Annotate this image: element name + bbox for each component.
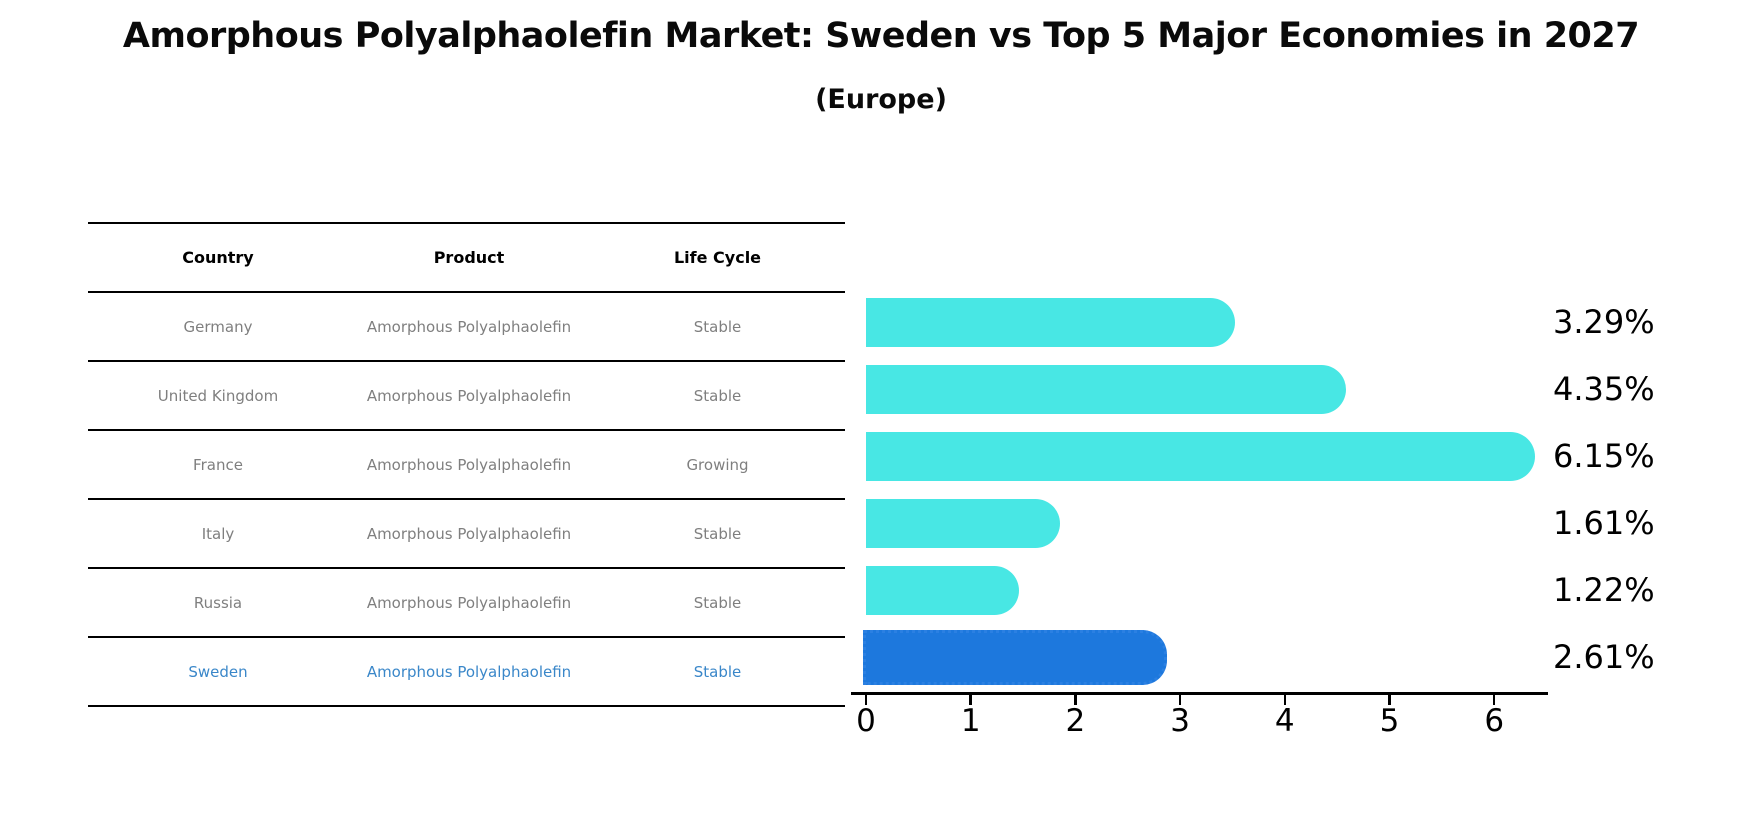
lifecycle-cell: Stable: [693, 593, 742, 612]
country-cell: United Kingdom: [157, 386, 279, 405]
x-axis-tick-label: 0: [856, 703, 876, 739]
product-cell: Amorphous Polyalphaolefin: [366, 455, 572, 474]
x-axis-tick: [1492, 694, 1496, 705]
table-header-row: Country Product Life Cycle: [88, 224, 845, 293]
bar-france: [866, 432, 1535, 481]
product-cell: Amorphous Polyalphaolefin: [366, 386, 572, 405]
product-cell: Amorphous Polyalphaolefin: [366, 593, 572, 612]
table-row-russia: Russia Amorphous Polyalphaolefin Stable: [88, 569, 845, 638]
bar-italy: [866, 499, 1060, 548]
x-axis-tick-label: 2: [1065, 703, 1086, 739]
lifecycle-cell: Stable: [693, 317, 742, 336]
chart-subtitle: (Europe): [815, 84, 947, 115]
table-row-sweden: Sweden Amorphous Polyalphaolefin Stable: [88, 638, 845, 707]
column-header-country: Country: [182, 248, 254, 267]
product-cell: Amorphous Polyalphaolefin: [366, 317, 572, 336]
product-cell: Amorphous Polyalphaolefin: [366, 662, 572, 681]
x-axis-tick-label: 6: [1484, 703, 1505, 739]
x-axis-tick-label: 4: [1274, 703, 1295, 739]
bar-value-label: 1.22%: [1553, 571, 1655, 609]
column-header-product: Product: [433, 248, 505, 267]
column-header-lifecycle: Life Cycle: [673, 248, 762, 267]
x-axis-tick: [1178, 694, 1182, 705]
lifecycle-cell: Stable: [693, 524, 742, 543]
x-axis-tick-label: 3: [1170, 703, 1190, 739]
country-cell: Italy: [201, 524, 235, 543]
country-cell: Russia: [193, 593, 243, 612]
table-row-united-kingdom: United Kingdom Amorphous Polyalphaolefin S…: [88, 362, 845, 431]
country-cell: Germany: [183, 317, 253, 336]
bar-russia: [866, 566, 1019, 615]
x-axis-tick: [1388, 694, 1391, 705]
chart-title: Amorphous Polyalphaolefin Market: Sweden…: [122, 16, 1640, 56]
bar-value-label: 6.15%: [1553, 437, 1655, 475]
lifecycle-cell: Stable: [693, 386, 742, 405]
bar-sweden: [863, 630, 1168, 685]
x-axis-tick: [969, 694, 972, 705]
bar-value-label: 4.35%: [1553, 370, 1655, 408]
country-cell: France: [193, 455, 243, 474]
bar-united-kingdom: [866, 365, 1347, 414]
bar-value-label: 3.29%: [1553, 303, 1655, 341]
x-axis-tick: [864, 694, 868, 705]
table-row-italy: Italy Amorphous Polyalphaolefin Stable: [88, 500, 845, 569]
country-table: Country Product Life Cycle Germany Amorph…: [88, 222, 845, 707]
lifecycle-cell: Stable: [693, 662, 742, 681]
table-body: Germany Amorphous Polyalphaolefin Stable Un…: [88, 293, 845, 707]
x-axis-line: [851, 691, 1548, 695]
bar-value-label: 1.61%: [1553, 504, 1655, 542]
country-cell: Sweden: [188, 662, 248, 681]
lifecycle-cell: Growing: [686, 455, 749, 474]
x-axis-tick: [1074, 694, 1077, 705]
product-cell: Amorphous Polyalphaolefin: [366, 524, 572, 543]
bar-value-label: 2.61%: [1553, 638, 1655, 676]
x-axis-tick: [1283, 694, 1287, 705]
x-axis-tick-label: 1: [960, 703, 981, 739]
x-axis-tick-label: 5: [1379, 703, 1400, 739]
table-row-france: France Amorphous Polyalphaolefin Growing: [88, 431, 845, 500]
table-row-germany: Germany Amorphous Polyalphaolefin Stable: [88, 293, 845, 362]
bar-germany: [866, 298, 1236, 347]
